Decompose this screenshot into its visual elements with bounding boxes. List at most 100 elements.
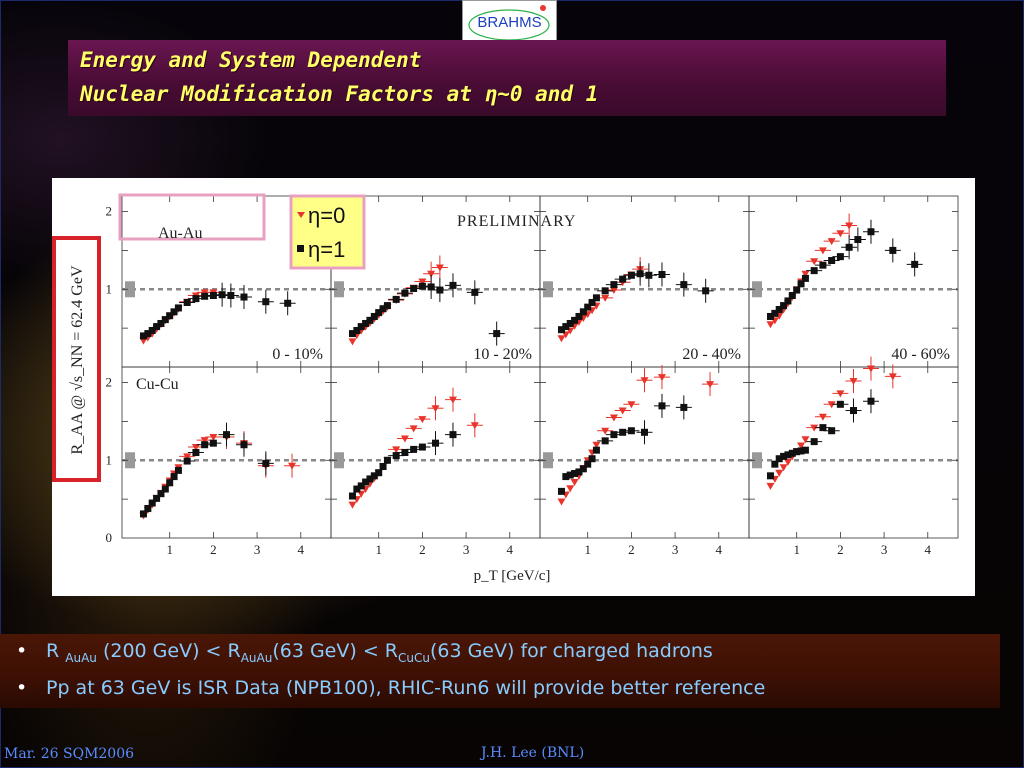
system-label-auau: Au-Au xyxy=(158,225,202,242)
data-point-eta1 xyxy=(702,287,710,295)
data-point-eta1 xyxy=(262,459,270,467)
bullet-item-1: • R AuAu (200 GeV) < RAuAu(63 GeV) < RCuC… xyxy=(16,640,713,665)
data-point-eta0 xyxy=(348,338,357,346)
data-point-eta1 xyxy=(571,316,579,324)
data-point-eta1 xyxy=(579,308,587,316)
panel-frame xyxy=(748,195,959,368)
data-point-eta1 xyxy=(144,330,152,338)
data-point-eta1 xyxy=(645,271,653,279)
data-point-eta1 xyxy=(157,490,165,498)
data-point-eta0 xyxy=(818,413,827,421)
data-point-eta1 xyxy=(183,457,191,465)
data-point-eta1 xyxy=(793,448,801,456)
data-point-eta1 xyxy=(566,471,574,479)
data-point-eta1 xyxy=(375,469,383,477)
data-point-eta1 xyxy=(366,475,374,483)
data-point-eta0 xyxy=(766,321,775,329)
data-point-eta0 xyxy=(640,377,649,385)
data-point-eta0 xyxy=(775,469,784,477)
data-point-eta1 xyxy=(161,316,169,324)
data-point-eta1 xyxy=(867,228,875,236)
data-point-eta1 xyxy=(766,472,774,480)
data-point-eta1 xyxy=(889,246,897,254)
data-point-eta0 xyxy=(592,441,601,449)
data-point-eta0 xyxy=(566,485,575,493)
data-point-eta1 xyxy=(201,441,209,449)
data-point-eta1 xyxy=(410,284,418,292)
legend-eta0-icon xyxy=(297,212,305,218)
data-point-eta1 xyxy=(362,478,370,486)
data-point-eta0 xyxy=(448,396,457,404)
x-tick-label: 4 xyxy=(298,542,305,557)
x-tick-label: 3 xyxy=(254,542,261,557)
data-point-eta1 xyxy=(828,427,836,435)
data-point-eta1 xyxy=(471,288,479,296)
x-tick-label: 2 xyxy=(419,542,426,557)
data-point-eta1 xyxy=(166,479,174,487)
auau-highlight-box xyxy=(118,193,266,241)
data-point-eta1 xyxy=(174,304,182,312)
data-point-eta1 xyxy=(680,403,688,411)
data-point-eta1 xyxy=(383,302,391,310)
data-point-eta1 xyxy=(362,319,370,327)
bullet-1-text-1: (200 GeV) < R xyxy=(102,640,241,662)
data-point-eta0 xyxy=(827,238,836,246)
data-point-eta1 xyxy=(797,447,805,455)
data-point-eta1 xyxy=(828,257,836,265)
data-point-eta1 xyxy=(810,438,818,446)
data-point-eta0 xyxy=(557,335,566,343)
data-point-eta0 xyxy=(827,401,836,409)
data-point-eta1 xyxy=(601,287,609,295)
plot-panel: R_AA @ √s_NN = 62.4 GeV 2 1 0 - 10% 10 - 20%… xyxy=(52,178,975,596)
data-point-eta1 xyxy=(139,510,147,518)
data-point-eta0 xyxy=(400,435,409,443)
data-point-eta0 xyxy=(627,401,636,409)
data-point-eta1 xyxy=(148,499,156,507)
data-point-eta0 xyxy=(836,230,845,238)
data-point-eta0 xyxy=(601,294,610,302)
x-tick-label: 3 xyxy=(881,542,888,557)
data-point-eta0 xyxy=(783,458,792,466)
normalization-box xyxy=(334,281,344,298)
logo-star-icon xyxy=(540,5,546,11)
data-point-eta1 xyxy=(775,305,783,313)
data-point-eta1 xyxy=(610,431,618,439)
data-point-eta1 xyxy=(845,243,853,251)
data-point-eta1 xyxy=(227,291,235,299)
bullet-1-sub-1: AuAu xyxy=(65,650,97,665)
data-point-eta1 xyxy=(375,309,383,317)
y-tick-label: 1 xyxy=(106,281,113,296)
bullet-dot-icon: • xyxy=(16,640,28,662)
y-tick-label: 1 xyxy=(106,452,113,467)
data-point-eta1 xyxy=(575,468,583,476)
legend-label-eta0: η=0 xyxy=(308,203,345,228)
data-point-eta1 xyxy=(780,452,788,460)
data-point-eta1 xyxy=(379,305,387,313)
data-point-eta1 xyxy=(641,428,648,436)
data-point-eta1 xyxy=(619,275,627,283)
normalization-box xyxy=(125,281,135,298)
data-point-eta1 xyxy=(392,452,400,460)
data-point-eta1 xyxy=(432,439,439,447)
data-point-eta1 xyxy=(819,424,827,432)
data-point-eta1 xyxy=(562,323,570,331)
y-tick-label: 0 xyxy=(106,530,113,545)
data-point-eta0 xyxy=(836,390,845,398)
data-point-eta1 xyxy=(780,302,788,310)
x-tick-label: 2 xyxy=(210,542,217,557)
data-point-eta1 xyxy=(353,485,361,493)
data-point-eta1 xyxy=(157,319,165,327)
data-point-eta0 xyxy=(288,462,297,470)
data-point-eta1 xyxy=(627,271,635,279)
x-tick-label: 3 xyxy=(463,542,470,557)
data-point-eta1 xyxy=(153,323,161,331)
data-point-eta0 xyxy=(609,287,618,295)
data-point-eta1 xyxy=(348,492,356,500)
data-point-eta1 xyxy=(383,456,391,464)
data-point-eta1 xyxy=(223,431,230,439)
data-point-eta0 xyxy=(888,373,897,381)
data-point-eta1 xyxy=(636,270,644,278)
y-tick-label: 2 xyxy=(106,204,113,219)
data-point-eta1 xyxy=(183,298,191,306)
data-point-eta1 xyxy=(784,297,792,305)
